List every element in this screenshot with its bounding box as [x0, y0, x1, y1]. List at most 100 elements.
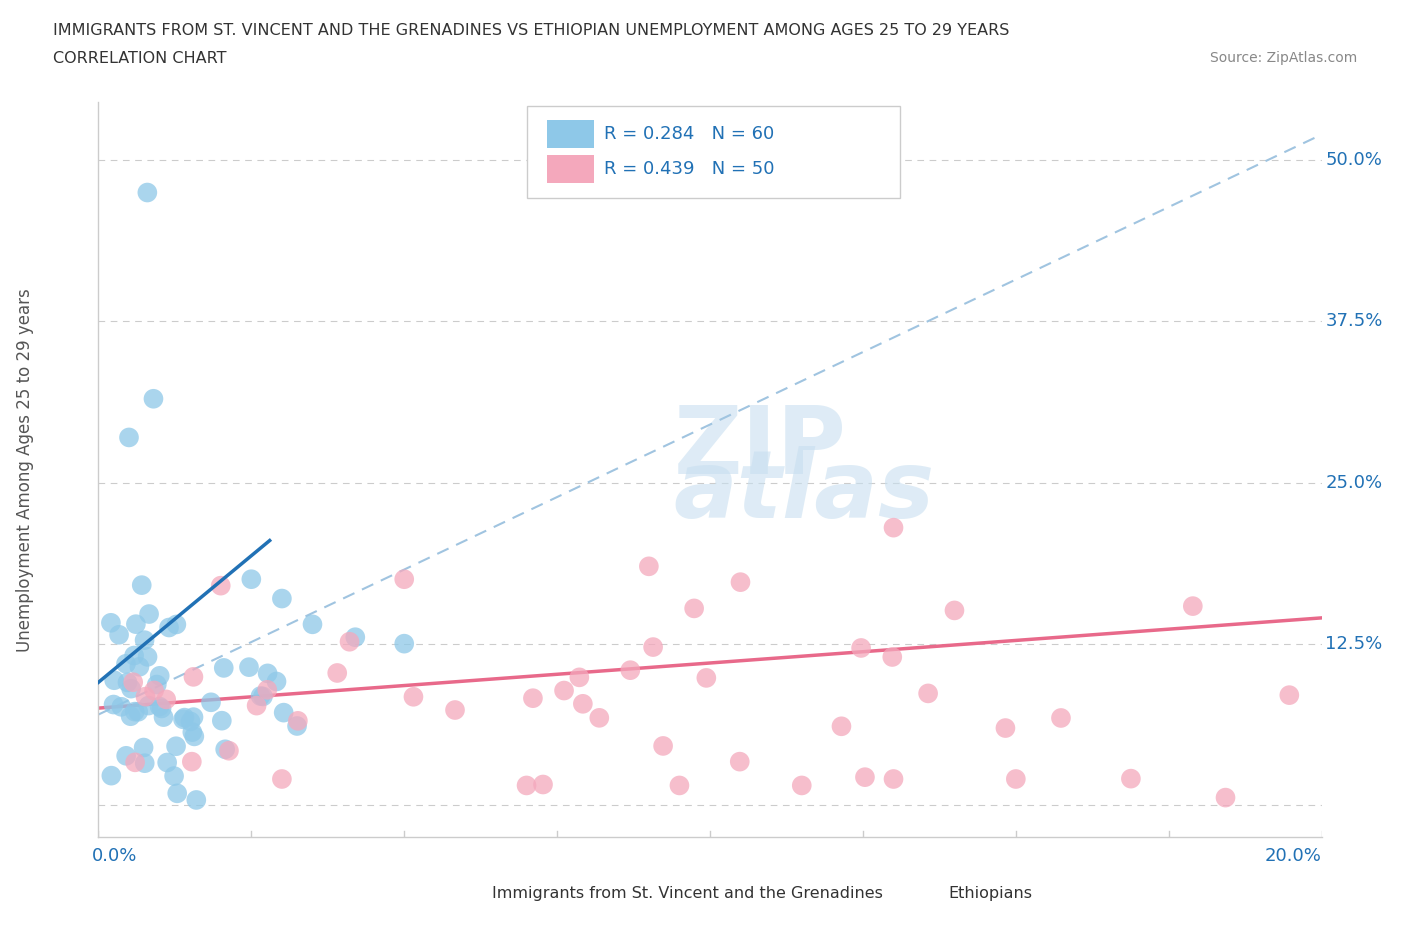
Point	[134, 632, 156, 647]
Text: CORRELATION CHART: CORRELATION CHART	[53, 51, 226, 66]
Point	[402, 689, 425, 704]
Point	[883, 772, 905, 787]
Point	[531, 777, 554, 792]
Point	[668, 778, 690, 793]
Point	[128, 659, 150, 674]
Point	[136, 649, 159, 664]
Point	[683, 601, 706, 616]
Point	[148, 699, 170, 714]
Text: Source: ZipAtlas.com: Source: ZipAtlas.com	[1209, 51, 1357, 65]
Point	[108, 628, 131, 643]
Point	[138, 698, 160, 713]
Point	[256, 683, 278, 698]
Point	[246, 698, 269, 713]
Point	[155, 692, 177, 707]
Point	[100, 616, 122, 631]
Point	[149, 669, 172, 684]
Point	[256, 666, 278, 681]
Point	[1278, 687, 1301, 702]
Point	[183, 729, 205, 744]
Point	[132, 740, 155, 755]
Point	[287, 713, 309, 728]
Point	[516, 778, 538, 793]
Point	[212, 660, 235, 675]
Text: Ethiopians: Ethiopians	[949, 886, 1032, 901]
Point	[830, 719, 852, 734]
Point	[643, 640, 665, 655]
Point	[152, 710, 174, 724]
Point	[122, 675, 145, 690]
Point	[917, 686, 939, 701]
Point	[211, 713, 233, 728]
Point	[218, 743, 240, 758]
Point	[134, 689, 156, 704]
Point	[619, 663, 641, 678]
Point	[103, 672, 125, 687]
Point	[249, 688, 271, 703]
Point	[100, 768, 122, 783]
Point	[1181, 599, 1204, 614]
Text: 37.5%: 37.5%	[1326, 312, 1382, 330]
Point	[127, 704, 149, 719]
Point	[568, 670, 591, 684]
FancyBboxPatch shape	[912, 882, 939, 905]
Point	[522, 691, 544, 706]
Point	[301, 617, 323, 631]
Point	[131, 578, 153, 592]
FancyBboxPatch shape	[547, 120, 593, 148]
Point	[120, 709, 142, 724]
Point	[117, 675, 139, 690]
Point	[103, 698, 125, 712]
Point	[853, 770, 876, 785]
Point	[637, 559, 661, 574]
Point	[285, 719, 308, 734]
Point	[209, 578, 232, 593]
Point	[273, 705, 295, 720]
Point	[165, 738, 187, 753]
Text: ZIP: ZIP	[673, 402, 846, 494]
Point	[183, 710, 205, 724]
Point	[326, 666, 349, 681]
Text: 50.0%: 50.0%	[1326, 152, 1382, 169]
Point	[156, 755, 179, 770]
Point	[849, 641, 872, 656]
Point	[157, 620, 180, 635]
Point	[882, 649, 904, 664]
Point	[444, 702, 467, 717]
Point	[180, 754, 202, 769]
Point	[728, 754, 751, 769]
Text: 25.0%: 25.0%	[1326, 473, 1382, 492]
Point	[730, 575, 752, 590]
Point	[790, 778, 813, 793]
Point	[270, 591, 292, 606]
Point	[553, 684, 575, 698]
Point	[214, 742, 236, 757]
Point	[150, 701, 173, 716]
FancyBboxPatch shape	[453, 882, 484, 905]
Point	[238, 659, 260, 674]
Point	[118, 430, 141, 445]
Point	[138, 606, 160, 621]
Point	[695, 671, 717, 685]
Point	[142, 392, 165, 406]
Point	[120, 681, 142, 696]
Point	[883, 520, 905, 535]
Point	[125, 617, 148, 631]
Text: Unemployment Among Ages 25 to 29 years: Unemployment Among Ages 25 to 29 years	[15, 287, 34, 652]
Point	[994, 721, 1017, 736]
Point	[200, 695, 222, 710]
Text: IMMIGRANTS FROM ST. VINCENT AND THE GRENADINES VS ETHIOPIAN UNEMPLOYMENT AMONG A: IMMIGRANTS FROM ST. VINCENT AND THE GREN…	[53, 23, 1010, 38]
Point	[266, 674, 288, 689]
Point	[1050, 711, 1073, 725]
Text: 20.0%: 20.0%	[1265, 847, 1322, 865]
Point	[183, 670, 205, 684]
Point	[173, 711, 195, 725]
Point	[115, 657, 138, 671]
Point	[943, 603, 966, 618]
Point	[124, 704, 146, 719]
Point	[124, 755, 146, 770]
Text: Immigrants from St. Vincent and the Grenadines: Immigrants from St. Vincent and the Gren…	[492, 886, 883, 901]
Point	[115, 749, 138, 764]
Text: 0.0%: 0.0%	[93, 847, 138, 865]
Point	[136, 185, 159, 200]
